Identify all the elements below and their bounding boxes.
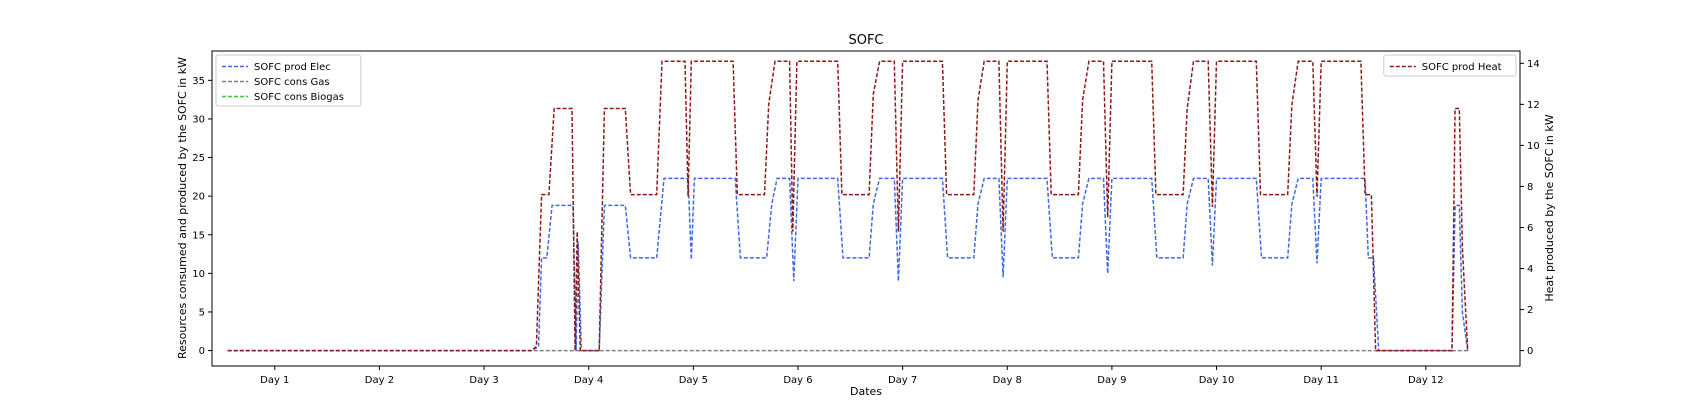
y-tick-label-right: 8 bbox=[1527, 182, 1533, 193]
x-tick-label: Day 1 bbox=[260, 375, 289, 386]
x-tick-label: Day 3 bbox=[469, 375, 498, 386]
series-line-sofc-prod-heat bbox=[227, 60, 1469, 352]
series-line-sofc-prod-elec bbox=[227, 177, 1469, 352]
y-tick-label-right: 6 bbox=[1527, 223, 1533, 234]
y-tick-label-right: 2 bbox=[1527, 305, 1533, 316]
chart-title: SOFC bbox=[848, 33, 883, 48]
y-axis-label-left: Resources consumed and produced by the S… bbox=[176, 57, 189, 359]
y-tick-label-left: 20 bbox=[192, 192, 205, 203]
y-tick-label-left: 5 bbox=[199, 307, 205, 318]
legend-box bbox=[1383, 54, 1517, 77]
x-tick-label: Day 11 bbox=[1303, 375, 1339, 386]
y-tick-label-left: 10 bbox=[192, 269, 205, 280]
y-tick-label-right: 0 bbox=[1527, 346, 1533, 357]
x-tick-label: Day 12 bbox=[1408, 375, 1444, 386]
y-tick-label-left: 0 bbox=[199, 346, 205, 357]
y-tick-label-right: 12 bbox=[1527, 100, 1540, 111]
x-tick-label: Day 5 bbox=[679, 375, 708, 386]
x-tick-label: Day 9 bbox=[1097, 375, 1126, 386]
x-tick-label: Day 8 bbox=[993, 375, 1022, 386]
legend-label: SOFC prod Heat bbox=[1422, 62, 1502, 73]
y-tick-label-right: 10 bbox=[1527, 141, 1540, 152]
legend-label: SOFC prod Elec bbox=[254, 62, 331, 73]
legend-box bbox=[215, 54, 362, 107]
x-tick-label: Day 4 bbox=[574, 375, 603, 386]
x-tick-label: Day 10 bbox=[1199, 375, 1235, 386]
y-tick-label-left: 30 bbox=[192, 114, 205, 125]
x-tick-label: Day 7 bbox=[888, 375, 917, 386]
y-tick-label-left: 15 bbox=[192, 230, 205, 241]
y-tick-label-left: 25 bbox=[192, 153, 205, 164]
y-axis-label-right: Heat produced by the SOFC in kW bbox=[1543, 114, 1556, 301]
x-tick-label: Day 2 bbox=[365, 375, 394, 386]
y-tick-label-right: 14 bbox=[1527, 59, 1540, 70]
x-axis-label: Dates bbox=[850, 385, 882, 398]
legend-label: SOFC cons Biogas bbox=[254, 92, 344, 103]
plot-frame bbox=[211, 50, 1521, 367]
x-tick-label: Day 6 bbox=[783, 375, 812, 386]
y-tick-label-right: 4 bbox=[1527, 264, 1533, 275]
y-tick-label-left: 35 bbox=[192, 76, 205, 87]
legend-label: SOFC cons Gas bbox=[254, 77, 330, 88]
